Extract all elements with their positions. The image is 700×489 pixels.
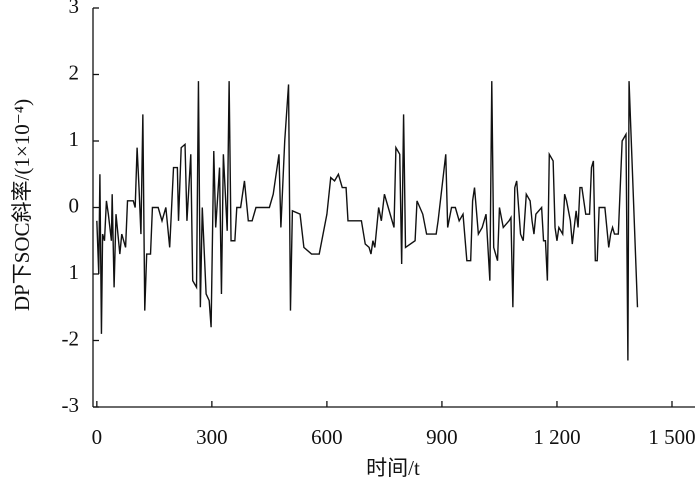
y-axis-label: DP下SOC斜率/(1×10⁻⁴)	[10, 99, 34, 311]
y-tick-label: 1	[69, 260, 80, 284]
y-tick-label: -3	[62, 393, 80, 417]
y-tick-label: -2	[62, 326, 80, 350]
x-axis-label: 时间/t	[366, 456, 420, 480]
x-tick-label: 1 500	[648, 425, 695, 449]
x-tick-label: 0	[92, 425, 103, 449]
x-tick-label: 600	[311, 425, 343, 449]
y-tick-label: 3	[69, 0, 80, 18]
y-tick-label: 1	[69, 127, 80, 151]
y-tick-label: 2	[69, 60, 80, 84]
x-tick-label: 1 200	[533, 425, 580, 449]
x-tick-label: 300	[196, 425, 228, 449]
data-line	[96, 81, 639, 361]
y-tick-label: 0	[69, 193, 80, 217]
x-tick-label: 900	[426, 425, 458, 449]
